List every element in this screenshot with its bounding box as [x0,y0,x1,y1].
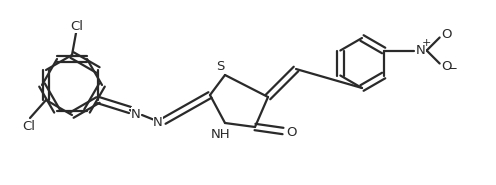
Text: N: N [153,115,163,129]
Text: −: − [448,62,458,75]
Text: S: S [216,60,224,73]
Text: Cl: Cl [22,120,36,132]
Text: N: N [131,107,141,120]
Text: +: + [422,38,432,48]
Text: NH: NH [211,127,231,140]
Text: O: O [286,125,296,139]
Text: Cl: Cl [70,19,83,33]
Text: O: O [441,28,452,41]
Text: N: N [416,44,426,57]
Text: O: O [441,60,452,73]
